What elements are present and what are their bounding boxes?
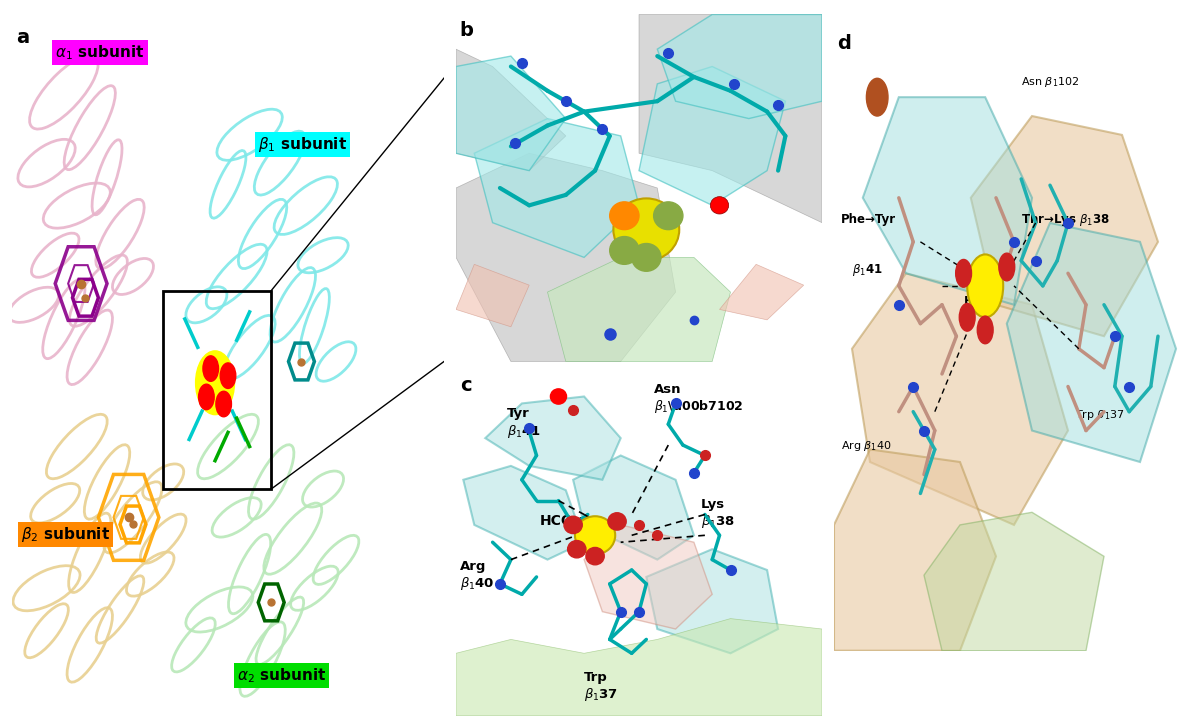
Text: $\beta_1$\u00b7102: $\beta_1$\u00b7102 bbox=[654, 398, 743, 416]
Polygon shape bbox=[640, 14, 822, 223]
Circle shape bbox=[654, 202, 683, 230]
Polygon shape bbox=[456, 56, 566, 171]
Circle shape bbox=[216, 391, 232, 416]
Circle shape bbox=[710, 197, 728, 214]
Text: b: b bbox=[460, 22, 474, 40]
Polygon shape bbox=[658, 14, 822, 119]
Text: $\beta_2$ subunit: $\beta_2$ subunit bbox=[20, 525, 109, 544]
Text: $\beta_1$37: $\beta_1$37 bbox=[584, 686, 618, 703]
Text: Tyr: Tyr bbox=[508, 407, 530, 420]
Text: Thr→Lys $\beta_1$38: Thr→Lys $\beta_1$38 bbox=[1021, 211, 1110, 228]
Polygon shape bbox=[456, 619, 822, 716]
Text: Trp: Trp bbox=[584, 671, 608, 684]
Circle shape bbox=[998, 253, 1015, 281]
Polygon shape bbox=[834, 450, 996, 651]
Polygon shape bbox=[463, 466, 584, 560]
Bar bbox=[163, 291, 271, 489]
Text: Arg $\beta_1$40: Arg $\beta_1$40 bbox=[841, 440, 892, 453]
Circle shape bbox=[866, 78, 888, 116]
Circle shape bbox=[613, 198, 679, 261]
Circle shape bbox=[568, 541, 586, 558]
Circle shape bbox=[551, 389, 566, 404]
Text: a: a bbox=[17, 28, 30, 48]
Circle shape bbox=[196, 351, 234, 415]
Polygon shape bbox=[647, 549, 778, 654]
Text: $\beta_1$41: $\beta_1$41 bbox=[508, 423, 541, 440]
Polygon shape bbox=[1007, 223, 1176, 462]
Text: HCO₃⁻: HCO₃⁻ bbox=[540, 514, 587, 528]
Circle shape bbox=[610, 236, 640, 265]
Text: Asn $\beta_1$102: Asn $\beta_1$102 bbox=[1021, 74, 1080, 89]
Polygon shape bbox=[584, 525, 713, 629]
Circle shape bbox=[967, 254, 1003, 317]
Circle shape bbox=[631, 244, 661, 271]
Circle shape bbox=[575, 516, 616, 555]
Circle shape bbox=[959, 304, 976, 331]
Polygon shape bbox=[863, 97, 1032, 304]
Text: $\alpha_2$ subunit: $\alpha_2$ subunit bbox=[236, 667, 326, 685]
Polygon shape bbox=[456, 265, 529, 327]
Polygon shape bbox=[485, 396, 620, 480]
Text: $\beta_1$40: $\beta_1$40 bbox=[460, 576, 494, 592]
Text: HCO₃⁻: HCO₃⁻ bbox=[964, 295, 1003, 308]
Polygon shape bbox=[574, 455, 694, 560]
Circle shape bbox=[564, 516, 582, 534]
Text: Arg: Arg bbox=[460, 560, 486, 573]
Text: $\beta_1$38: $\beta_1$38 bbox=[701, 513, 736, 530]
Circle shape bbox=[955, 260, 972, 287]
Polygon shape bbox=[971, 116, 1158, 336]
Polygon shape bbox=[720, 265, 804, 320]
Polygon shape bbox=[547, 257, 731, 362]
Text: Asn: Asn bbox=[654, 383, 682, 396]
Polygon shape bbox=[456, 49, 566, 171]
Polygon shape bbox=[456, 153, 676, 362]
Circle shape bbox=[199, 384, 214, 410]
Circle shape bbox=[610, 202, 640, 230]
Polygon shape bbox=[474, 119, 640, 257]
Circle shape bbox=[608, 513, 626, 530]
Text: c: c bbox=[460, 376, 472, 395]
Circle shape bbox=[203, 356, 218, 381]
Polygon shape bbox=[852, 273, 1068, 525]
Text: d: d bbox=[838, 34, 852, 54]
Text: Phe→Tyr: Phe→Tyr bbox=[841, 213, 896, 226]
Polygon shape bbox=[924, 513, 1104, 651]
Circle shape bbox=[977, 316, 994, 343]
Circle shape bbox=[221, 363, 235, 388]
Text: Lys: Lys bbox=[701, 497, 725, 510]
Text: $\beta_1$41: $\beta_1$41 bbox=[852, 262, 883, 278]
Polygon shape bbox=[640, 67, 786, 205]
Text: $\alpha_1$ subunit: $\alpha_1$ subunit bbox=[55, 43, 144, 61]
Text: $\beta_1$ subunit: $\beta_1$ subunit bbox=[258, 135, 347, 154]
Text: Trp $\beta_1$37: Trp $\beta_1$37 bbox=[1075, 408, 1124, 422]
Circle shape bbox=[586, 547, 605, 565]
